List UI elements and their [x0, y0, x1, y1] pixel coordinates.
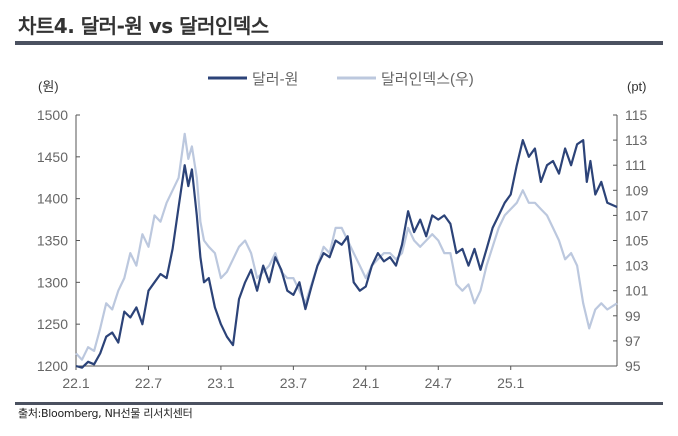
x-tick-label: 24.7 [425, 375, 452, 391]
x-tick-label: 25.1 [497, 375, 524, 391]
right-tick-label: 95 [625, 358, 641, 374]
right-axis-unit: (pt) [627, 79, 647, 94]
chart: 1200 1250 1300 1350 1400 1450 1500 95 97 99 101 103… [37, 71, 649, 391]
x-tick-label: 23.7 [280, 375, 307, 391]
right-tick-label: 115 [625, 107, 648, 123]
right-tick-label: 105 [625, 233, 649, 249]
right-tick-label: 111 [625, 157, 646, 173]
left-tick-label: 1250 [37, 316, 68, 332]
x-tick-label: 22.7 [135, 375, 162, 391]
right-tick-label: 103 [625, 258, 649, 274]
right-tick-label: 97 [625, 333, 641, 349]
left-tick-label: 1300 [37, 274, 68, 290]
right-tick-label: 99 [625, 308, 641, 324]
x-tick-label: 23.1 [207, 375, 234, 391]
right-tick-label: 113 [625, 132, 648, 148]
left-tick-label: 1400 [37, 191, 68, 207]
x-tick-label: 22.1 [62, 375, 89, 391]
legend-label-dxy: 달러인덱스(우) [381, 71, 474, 88]
left-tick-label: 1450 [37, 149, 68, 165]
footer-divider [15, 402, 663, 405]
right-tick-label: 109 [625, 182, 649, 198]
title-divider [15, 41, 663, 45]
usdkrw-line [75, 139, 618, 369]
x-tick-label: 24.1 [352, 375, 379, 391]
right-tick-label: 101 [625, 283, 649, 299]
chart-title: 차트4. 달러-원 vs 달러인덱스 [18, 14, 269, 38]
left-axis-unit: (원) [38, 79, 59, 94]
legend-label-usdkrw: 달러-원 [252, 71, 298, 88]
legend: 달러-원 달러인덱스(우) [208, 71, 474, 88]
left-tick-label: 1350 [37, 233, 68, 249]
dxy-line [75, 132, 618, 361]
right-tick-label: 107 [625, 207, 649, 223]
source-note: 출처:Bloomberg, NH선물 리서치센터 [18, 407, 193, 420]
left-tick-label: 1200 [37, 358, 68, 374]
left-tick-label: 1500 [37, 107, 68, 123]
